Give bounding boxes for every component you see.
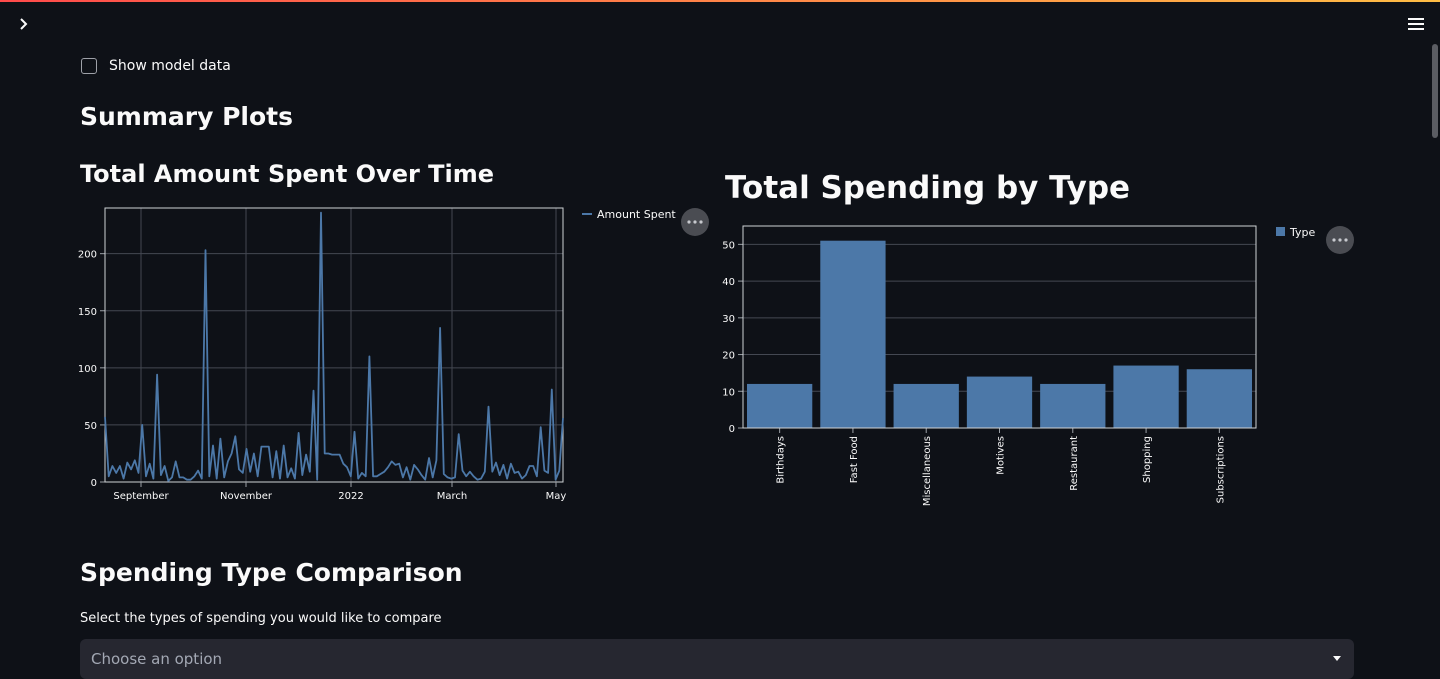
y-tick-label: 50	[722, 240, 735, 251]
y-tick-label: 0	[91, 478, 97, 489]
spending-type-select[interactable]: Choose an option	[80, 639, 1354, 679]
bar	[1040, 383, 1106, 428]
bar	[966, 376, 1033, 428]
bar-chart-menu-button[interactable]	[1326, 226, 1354, 254]
x-tick-label: Fast Food	[849, 436, 860, 483]
y-tick-label: 10	[722, 387, 735, 398]
x-tick-label: Subscriptions	[1215, 436, 1226, 503]
x-tick-label: November	[220, 491, 273, 502]
x-tick-label: May	[546, 491, 567, 502]
chevron-right-icon[interactable]	[14, 14, 34, 34]
summary-heading: Summary Plots	[80, 102, 294, 131]
x-tick-label: Restaurant	[1069, 436, 1080, 491]
y-tick-label: 30	[722, 314, 735, 325]
comparison-heading: Spending Type Comparison	[80, 558, 463, 587]
more-dots-icon	[1332, 238, 1348, 242]
y-tick-label: 20	[722, 351, 735, 362]
y-tick-label: 200	[78, 250, 97, 261]
line-chart-heading: Total Amount Spent Over Time	[80, 160, 495, 188]
plot-frame	[742, 225, 1257, 429]
x-tick-label: Shopping	[1142, 436, 1153, 483]
legend-swatch	[1276, 227, 1285, 236]
x-tick-label: 2022	[338, 491, 363, 502]
plot-frame	[104, 207, 564, 483]
line-chart-menu-button[interactable]	[681, 208, 709, 236]
checkbox-box[interactable]	[81, 58, 97, 74]
page-scrollbar[interactable]	[1432, 44, 1438, 138]
x-tick-label: Motives	[996, 436, 1007, 475]
show-model-data-checkbox[interactable]: Show model data	[81, 56, 231, 76]
y-tick-label: 50	[84, 421, 97, 432]
y-tick-label: 100	[78, 364, 97, 375]
hamburger-menu-icon[interactable]	[1406, 14, 1426, 34]
bar-chart: 0 10 20 30 40 50 Birthdays Fast Food Miscellaneo…	[722, 225, 1315, 506]
bar	[893, 383, 959, 428]
x-tick-label: Birthdays	[776, 436, 787, 484]
top-accent-bar	[0, 0, 1440, 2]
x-tick-label: Miscellaneous	[922, 436, 933, 506]
line-chart: 0 50 100 150 200 September November 2022 March Ma…	[78, 207, 676, 502]
amount-spent-line	[104, 211, 564, 482]
bar	[1186, 369, 1252, 428]
checkbox-label: Show model data	[109, 58, 231, 74]
legend-label: Type	[1289, 226, 1315, 239]
select-label: Select the types of spending you would l…	[80, 611, 442, 626]
app-header	[0, 2, 1440, 46]
y-tick-label: 40	[722, 277, 735, 288]
bar	[1113, 365, 1179, 428]
legend-label: Amount Spent	[597, 208, 676, 221]
y-tick-label: 150	[78, 307, 97, 318]
select-placeholder: Choose an option	[91, 650, 223, 668]
bar-chart-heading: Total Spending by Type	[725, 170, 1131, 206]
more-dots-icon	[687, 220, 703, 224]
y-tick-label: 0	[729, 424, 735, 435]
bar	[747, 383, 813, 428]
x-tick-label: September	[113, 491, 169, 502]
chevron-down-icon	[1333, 656, 1341, 661]
bar	[820, 240, 886, 428]
x-tick-label: March	[437, 491, 467, 502]
